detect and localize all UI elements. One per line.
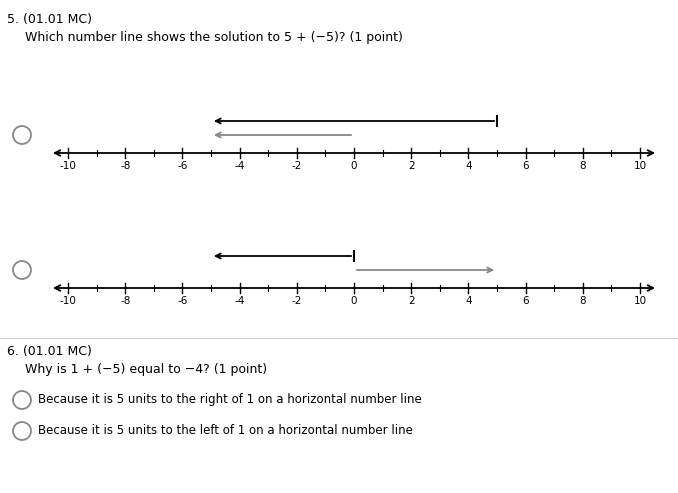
- Text: 2: 2: [408, 161, 414, 171]
- Text: -6: -6: [177, 161, 188, 171]
- Text: 4: 4: [465, 161, 472, 171]
- Text: 6: 6: [522, 296, 529, 306]
- Text: -10: -10: [60, 161, 77, 171]
- Text: 8: 8: [580, 296, 586, 306]
- Text: 0: 0: [351, 161, 357, 171]
- Text: 0: 0: [351, 296, 357, 306]
- Text: 4: 4: [465, 296, 472, 306]
- Text: Why is 1 + (−5) equal to −4? (1 point): Why is 1 + (−5) equal to −4? (1 point): [25, 363, 267, 376]
- Text: -6: -6: [177, 296, 188, 306]
- Text: 6: 6: [522, 161, 529, 171]
- Text: -8: -8: [120, 296, 130, 306]
- Text: 5. (01.01 MC): 5. (01.01 MC): [7, 13, 92, 26]
- Text: -2: -2: [292, 161, 302, 171]
- Text: 10: 10: [633, 161, 647, 171]
- Text: 8: 8: [580, 161, 586, 171]
- Text: -4: -4: [235, 161, 245, 171]
- Text: Which number line shows the solution to 5 + (−5)? (1 point): Which number line shows the solution to …: [25, 31, 403, 44]
- Text: -10: -10: [60, 296, 77, 306]
- Text: Because it is 5 units to the left of 1 on a horizontal number line: Because it is 5 units to the left of 1 o…: [38, 424, 413, 437]
- Text: -4: -4: [235, 296, 245, 306]
- Text: -8: -8: [120, 161, 130, 171]
- Text: 6. (01.01 MC): 6. (01.01 MC): [7, 345, 92, 358]
- Text: -2: -2: [292, 296, 302, 306]
- Text: Because it is 5 units to the right of 1 on a horizontal number line: Because it is 5 units to the right of 1 …: [38, 393, 422, 407]
- Text: 10: 10: [633, 296, 647, 306]
- Text: 2: 2: [408, 296, 414, 306]
